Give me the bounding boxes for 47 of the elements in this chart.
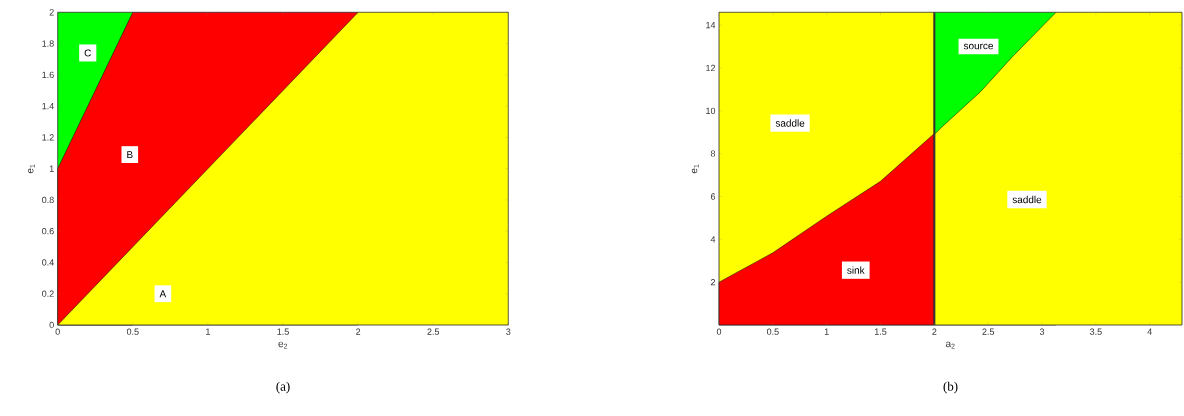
x-tick-label: 1	[824, 328, 829, 335]
y-tick-label: 10	[706, 107, 716, 114]
x-tick-label: 2	[932, 328, 937, 335]
x-tick-label: 4	[1147, 328, 1152, 335]
y-tick-label: 1.4	[42, 103, 54, 110]
y-axis-title: e$_{1}$	[28, 164, 35, 174]
y-tick-label: 0	[49, 321, 54, 329]
x-axis-title: a$_{2}$	[945, 341, 955, 349]
y-tick-label: 0.4	[42, 259, 54, 266]
x-tick-label: 2.5	[982, 328, 995, 335]
annotation: saddle	[775, 119, 805, 127]
x-tick-label: 2.5	[427, 328, 440, 335]
y-tick-label: 1.2	[42, 134, 54, 141]
annotation: sink	[847, 266, 865, 274]
x-tick-label: 1.5	[277, 328, 289, 335]
text: (b)	[943, 381, 958, 394]
y-tick-label: 6	[710, 193, 716, 200]
annotation: A	[159, 290, 167, 298]
x-tick-label: 0.5	[126, 328, 139, 335]
y-tick-label: 1.8	[42, 40, 54, 47]
x-tick-label: 2	[356, 328, 361, 335]
x-tick-label: 3.5	[1089, 328, 1102, 335]
y-tick-label: 8	[710, 150, 716, 157]
annotation: C	[84, 49, 91, 57]
x-tick-label: 0.5	[766, 328, 779, 335]
x-tick-label: 3	[506, 328, 511, 335]
x-tick-label: 1	[206, 328, 210, 335]
annotation: B	[127, 151, 133, 159]
x-tick-label: 0	[716, 328, 722, 335]
y-tick-label: 12	[706, 64, 716, 72]
y-tick-label: 1.6	[42, 71, 54, 79]
y-tick-label: 0.6	[42, 228, 54, 235]
y-tick-label: 0.8	[42, 196, 54, 204]
text: (a)	[276, 381, 290, 394]
x-tick-label: 1.5	[874, 328, 887, 335]
x-tick-label: 0	[55, 328, 60, 335]
annotation: saddle	[1012, 195, 1042, 204]
y-tick-label: 2	[49, 9, 54, 16]
y-tick-label: 14	[706, 22, 716, 29]
y-tick-label: 4	[710, 236, 716, 243]
y-tick-label: 0.2	[42, 290, 54, 297]
y-tick-label: 1	[49, 165, 54, 172]
annotation: source	[963, 43, 994, 50]
x-tick-label: 3	[1039, 328, 1045, 335]
y-tick-label: 2	[710, 279, 716, 286]
y-axis-title: e$_{1}$	[691, 164, 699, 174]
x-axis-title: e$_{2}$	[278, 341, 288, 349]
